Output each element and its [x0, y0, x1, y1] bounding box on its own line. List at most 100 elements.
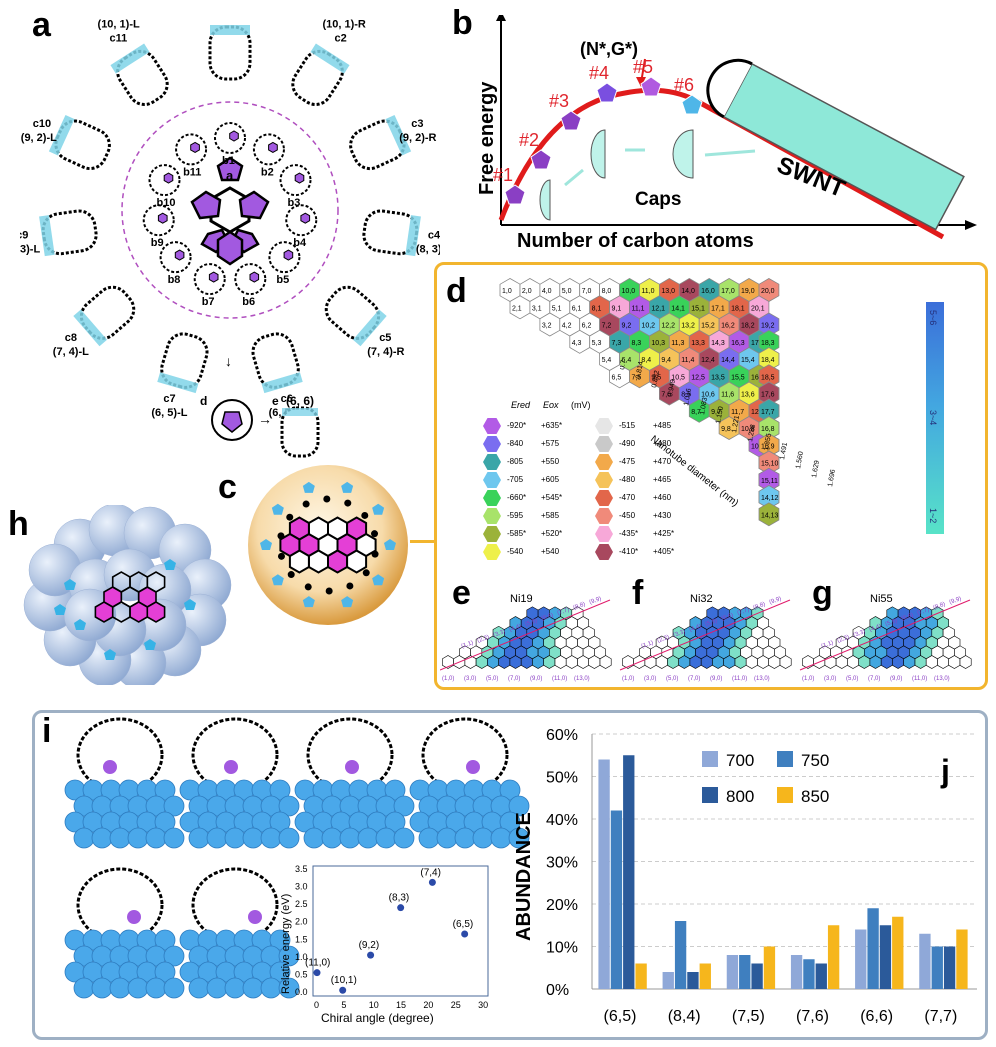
- h-pentagon-site: [184, 599, 196, 610]
- tube-e-label: e: [272, 394, 279, 408]
- c-atom: [362, 569, 370, 577]
- catalyst-atom: [278, 795, 300, 817]
- hex-cell-label: 10,3: [651, 340, 665, 347]
- efg-bottom-label: (7,0): [868, 676, 880, 682]
- colorbar-top-label: 5~6: [928, 310, 938, 326]
- small-cap-pentagon: [163, 172, 174, 184]
- hex-cell-label: 12,2: [661, 323, 675, 330]
- pentagon-defect: [224, 760, 238, 774]
- legend-ered: -920*: [507, 421, 527, 430]
- hex-cell-label: 13,6: [741, 392, 755, 399]
- tube-body: [54, 119, 111, 171]
- small-cap-pentagon: [294, 172, 305, 184]
- hex-cell-label: 18,1: [731, 305, 745, 312]
- tube-chirality-label: (8, 3)-L: [20, 243, 40, 255]
- hex-cell-label: 14,12: [761, 495, 779, 502]
- tube-id-label: c2: [334, 33, 346, 45]
- tube-chirality-label: (8, 3)-R: [416, 243, 440, 255]
- small-cap-label: b2: [261, 166, 274, 178]
- legend-left-row: -585* +520*: [483, 526, 593, 544]
- hex-cell-label: 15,10: [761, 461, 779, 468]
- catalyst-atom: [490, 827, 512, 849]
- legend-ered: -470: [619, 493, 636, 502]
- abundance-bar-chart: 0% 10% 20% 30% 40% 50% 60% ABUNDANCE (6,5) (8,4) (…: [513, 727, 977, 1025]
- hex-cell-label: 15,4: [741, 357, 755, 364]
- inset-point-label: (8,3): [389, 893, 410, 904]
- c-pentagon-site: [372, 574, 385, 586]
- hex-cell-label: 7,6: [661, 392, 671, 399]
- efg-bottom-label: (5,0): [846, 676, 858, 682]
- efg-bottom-label: (1,0): [622, 676, 634, 682]
- panel-ij-frame: [32, 710, 988, 1040]
- hex-cell-label: 14,1: [671, 305, 685, 312]
- efg-bottom-label: (5,0): [666, 676, 678, 682]
- panel-b-figure: Free energy Number of carbon atoms SWNT …: [476, 15, 977, 252]
- legend-eox: +545*: [541, 493, 563, 502]
- hex-cell-label: 12,1: [651, 305, 665, 312]
- c-atom: [371, 550, 379, 558]
- efg-top-label: (1,1): [641, 640, 655, 650]
- cap-molecule-c: [260, 481, 396, 608]
- efg-title: Ni32: [690, 593, 713, 605]
- tube-end-atoms: [73, 309, 108, 347]
- inset-point-label: (7,4): [420, 867, 441, 878]
- step-label: #2: [519, 130, 539, 150]
- bar-800-(8,4): [687, 972, 699, 989]
- hex-cell-label: 18,5: [761, 374, 775, 381]
- small-cap-label: b6: [242, 296, 255, 308]
- tube-c2: [291, 43, 350, 106]
- c-atom: [325, 587, 333, 595]
- inset-ytick: 0.0: [295, 987, 308, 997]
- hex-cell-label: 12,4: [701, 357, 715, 364]
- hex-cell-label: 20,0: [761, 288, 775, 295]
- bar-800-(7,7): [943, 946, 956, 989]
- efg-top-label: (5,5): [885, 618, 899, 628]
- step-pentagon: [681, 94, 703, 115]
- hex-cell-label: 11,3: [671, 340, 684, 347]
- tube-c5: [324, 285, 387, 347]
- inset-xtick: 0: [314, 1000, 319, 1010]
- legend-eox: +430: [653, 511, 672, 520]
- catalyst-atom: [499, 811, 521, 833]
- efg-bottom-label: (1,0): [802, 676, 814, 682]
- tube-id-label: c5: [379, 332, 391, 344]
- inset-xtick: 20: [423, 1000, 433, 1010]
- efg-top-label: (2,2): [657, 635, 671, 645]
- hex-cell-label: 20,1: [751, 305, 765, 312]
- catalyst-atom: [109, 977, 131, 999]
- hex-cell-label: 11,4: [681, 357, 694, 364]
- bar-850-(7,6): [827, 925, 840, 989]
- legend-ered: -475: [619, 457, 636, 466]
- diameter-axis-label: Nanotube diameter (nm): [648, 434, 740, 509]
- panel-d-frame: [434, 262, 988, 690]
- tube-body: [160, 332, 209, 389]
- efg-top-label: (6,6): [721, 613, 735, 623]
- legend-ered: -490: [619, 439, 636, 448]
- tube-end-atoms: [310, 43, 350, 74]
- legend-swatch: [483, 472, 501, 488]
- bar-750-(6,6): [867, 908, 879, 989]
- efg-bottom-label: (13,0): [754, 676, 770, 682]
- legend-ered: -540: [507, 547, 524, 556]
- catalyst-atom: [163, 945, 185, 967]
- catalyst-atom: [499, 779, 521, 801]
- efg-top-label: (1,1): [821, 640, 835, 650]
- legend-left-row: -705 +605: [483, 472, 593, 490]
- hex-cell-label: 3,2: [542, 323, 552, 330]
- center-cap-molecule: [190, 156, 270, 266]
- inset-xtick: 15: [396, 1000, 406, 1010]
- legend-label: 800: [726, 787, 754, 806]
- efg-bottom-label: (1,0): [442, 676, 454, 682]
- bar-750-(7,6): [803, 959, 815, 989]
- hex-cell-label: 9,1: [612, 305, 622, 312]
- legend-swatch: [483, 490, 501, 506]
- hex-cell-label: 11,1: [631, 305, 644, 312]
- legend-ered: -595: [507, 511, 524, 520]
- h-pentagon-site: [164, 559, 176, 570]
- c-pentagon-site: [271, 503, 284, 515]
- panel-label-f: f: [632, 574, 644, 612]
- cap-circle-outline: [121, 101, 339, 319]
- bar-850-(6,5): [635, 963, 647, 989]
- inset-point: [397, 904, 405, 912]
- x-tick-label: (8,4): [668, 1008, 701, 1025]
